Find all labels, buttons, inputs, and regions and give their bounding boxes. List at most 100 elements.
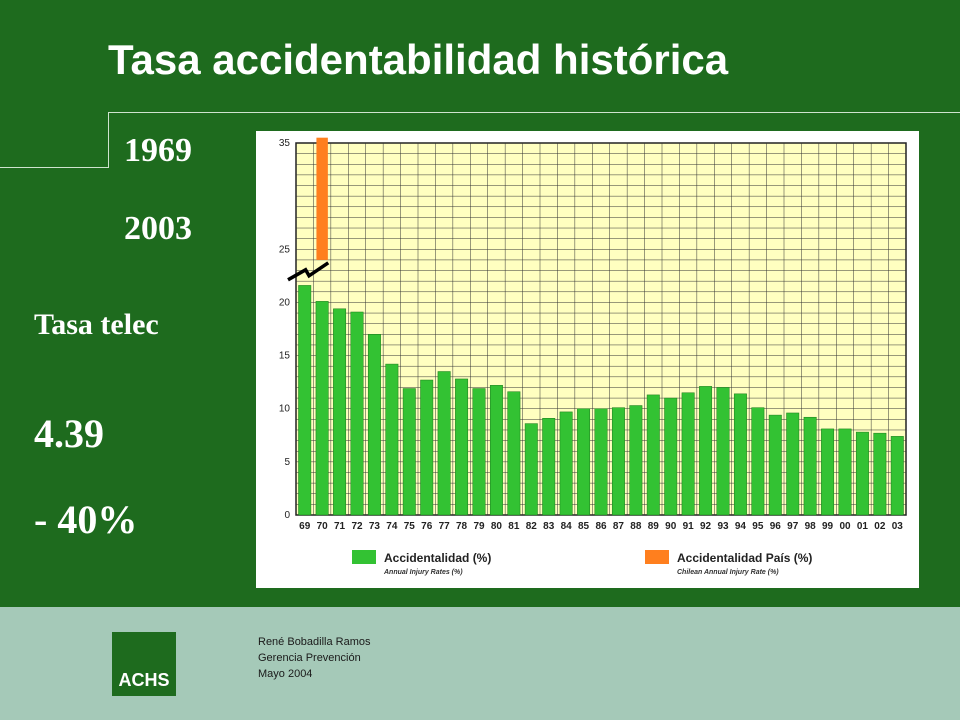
bar-85 — [577, 408, 591, 516]
x-tick-label: 03 — [892, 521, 904, 532]
legend-swatch-company — [352, 550, 376, 564]
rate-change: - 40% — [34, 497, 138, 542]
bar-90 — [664, 397, 678, 516]
y-tick-label: 25 — [279, 244, 291, 255]
footer-department: Gerencia Prevención — [258, 652, 361, 664]
x-tick-label: 72 — [351, 521, 363, 532]
x-tick-label: 84 — [561, 521, 573, 532]
x-tick-label: 01 — [857, 521, 869, 532]
end-year: 2003 — [124, 210, 192, 247]
bar-98 — [803, 416, 817, 516]
injury-rate-chart: 0 5 10 15 20 25 35 69 70 71 72 73 74 75 76 77 78 79 80 81 82… — [279, 137, 907, 576]
x-tick-label: 89 — [648, 521, 660, 532]
bar-83 — [542, 418, 556, 516]
bar-89 — [646, 394, 660, 516]
bar-70 — [315, 301, 329, 516]
bar-84 — [559, 411, 573, 516]
x-tick-label: 81 — [508, 521, 520, 532]
slide-title: Tasa accidentabilidad histórica — [108, 36, 729, 83]
y-tick-label: 15 — [279, 351, 291, 362]
bar-86 — [594, 408, 608, 516]
y-tick-label: 35 — [279, 138, 291, 149]
x-tick-label: 74 — [386, 521, 398, 532]
x-tick-label: 82 — [526, 521, 538, 532]
x-tick-label: 70 — [317, 521, 329, 532]
bar-78 — [455, 378, 469, 516]
decorative-line — [0, 167, 109, 168]
bar-03 — [890, 436, 904, 516]
x-tick-label: 75 — [404, 521, 416, 532]
bar-72 — [350, 311, 364, 516]
x-tick-label: 94 — [735, 521, 747, 532]
y-tick-label: 20 — [279, 297, 291, 308]
start-year: 1969 — [124, 132, 192, 169]
logo-text: ACHS — [118, 670, 170, 690]
bar-99 — [821, 428, 835, 516]
bar-82 — [524, 423, 538, 516]
bar-76 — [420, 379, 434, 516]
legend-label-country: Accidentalidad País (%) — [677, 551, 812, 565]
footer-date: Mayo 2004 — [258, 668, 313, 680]
y-tick-label: 10 — [279, 404, 291, 415]
x-tick-label: 02 — [874, 521, 886, 532]
bar-81 — [507, 391, 521, 516]
x-tick-label: 93 — [717, 521, 729, 532]
x-tick-label: 71 — [334, 521, 346, 532]
bar-96 — [768, 414, 782, 516]
rate-label: Tasa telec — [34, 308, 159, 341]
bar-80 — [489, 385, 503, 516]
x-tick-label: 95 — [752, 521, 764, 532]
y-tick-label: 0 — [284, 510, 290, 521]
bar-73 — [367, 334, 381, 516]
x-tick-label: 99 — [822, 521, 834, 532]
bar-97 — [786, 412, 800, 516]
achs-logo: ACHS — [112, 632, 176, 696]
rate-value: 4.39 — [34, 411, 104, 456]
x-tick-label: 90 — [665, 521, 677, 532]
x-tick-label: 98 — [805, 521, 817, 532]
bar-87 — [611, 407, 625, 516]
bar-77 — [437, 371, 451, 516]
bar-01 — [855, 431, 869, 516]
legend-sublabel-company: Annual Injury Rates (%) — [383, 569, 463, 576]
y-tick-label: 5 — [284, 457, 290, 468]
bar-88 — [629, 405, 643, 516]
x-tick-label: 00 — [839, 521, 851, 532]
bar-75 — [402, 388, 416, 516]
x-tick-label: 86 — [595, 521, 607, 532]
legend-swatch-country — [645, 550, 669, 564]
x-tick-label: 69 — [299, 521, 311, 532]
x-tick-label: 97 — [787, 521, 799, 532]
x-tick-label: 92 — [700, 521, 712, 532]
x-tick-label: 79 — [473, 521, 485, 532]
x-tick-label: 85 — [578, 521, 590, 532]
bar-02 — [873, 432, 887, 516]
x-tick-label: 91 — [683, 521, 695, 532]
bar-95 — [751, 407, 765, 516]
decorative-line — [108, 112, 109, 168]
bar-00 — [838, 428, 852, 516]
bar-79 — [472, 388, 486, 516]
x-tick-label: 96 — [770, 521, 782, 532]
bar-91 — [681, 392, 695, 516]
legend-label-company: Accidentalidad (%) — [384, 551, 491, 565]
x-tick-label: 77 — [439, 521, 451, 532]
x-tick-label: 87 — [613, 521, 625, 532]
legend-sublabel-country: Chilean Annual Injury Rate (%) — [677, 569, 779, 576]
footer-author: René Bobadilla Ramos — [258, 636, 371, 648]
x-tick-label: 88 — [630, 521, 642, 532]
bar-94 — [733, 393, 747, 516]
bar-69 — [298, 285, 312, 516]
bar-74 — [385, 363, 399, 516]
bar-92 — [699, 386, 713, 516]
bar-71 — [333, 308, 347, 516]
bar-93 — [716, 387, 730, 516]
x-tick-label: 80 — [491, 521, 503, 532]
x-tick-label: 78 — [456, 521, 468, 532]
x-tick-label: 76 — [421, 521, 433, 532]
country-bar-70 — [316, 137, 328, 260]
axis-break-mark — [287, 261, 330, 282]
decorative-line — [108, 112, 960, 113]
chart-panel: 0 5 10 15 20 25 35 69 70 71 72 73 74 75 76 77 78 79 80 81 82… — [256, 131, 919, 588]
x-tick-label: 83 — [543, 521, 555, 532]
